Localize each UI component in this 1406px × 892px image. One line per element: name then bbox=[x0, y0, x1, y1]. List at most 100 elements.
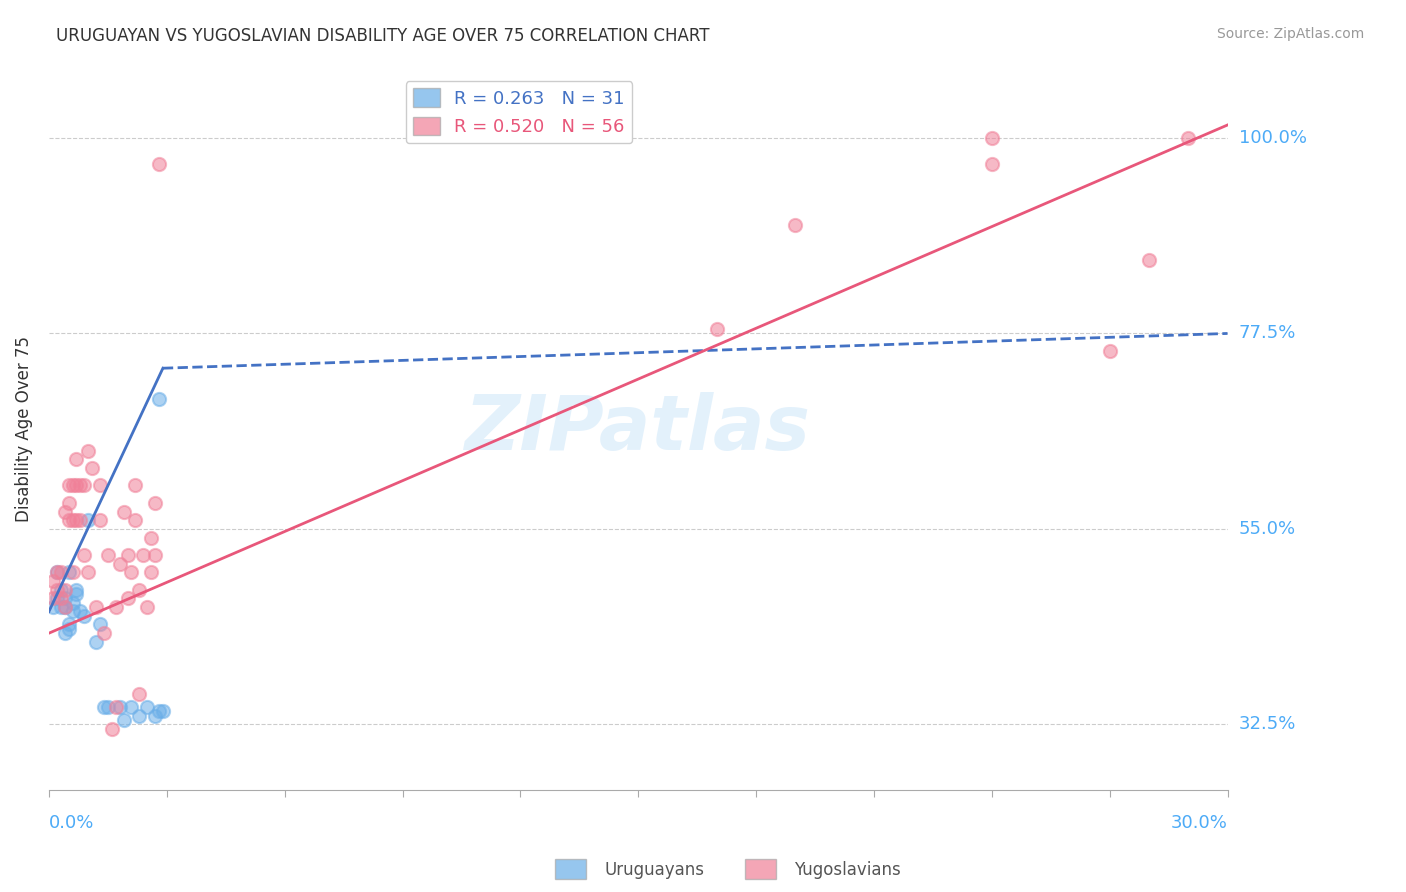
Point bbox=[53, 504, 76, 518]
Y-axis label: Disability Age Over 75: Disability Age Over 75 bbox=[15, 336, 32, 522]
Point bbox=[101, 722, 124, 736]
Point bbox=[124, 478, 146, 492]
Point bbox=[69, 478, 91, 492]
Point bbox=[42, 591, 65, 606]
Text: 55.0%: 55.0% bbox=[1239, 520, 1296, 538]
Point bbox=[69, 513, 91, 527]
Point bbox=[89, 617, 111, 632]
Point bbox=[62, 478, 84, 492]
Text: 0.0%: 0.0% bbox=[49, 814, 94, 832]
Point bbox=[77, 443, 100, 458]
Point bbox=[93, 626, 115, 640]
Point bbox=[139, 531, 162, 545]
Point bbox=[42, 574, 65, 588]
Point bbox=[53, 582, 76, 597]
Point bbox=[112, 713, 135, 727]
Text: Yugoslavians: Yugoslavians bbox=[794, 861, 901, 879]
Text: 100.0%: 100.0% bbox=[1239, 129, 1306, 147]
Point bbox=[49, 566, 72, 580]
Point bbox=[49, 591, 72, 606]
Point bbox=[73, 608, 96, 623]
Point bbox=[139, 566, 162, 580]
Point bbox=[53, 626, 76, 640]
Point bbox=[45, 566, 67, 580]
Point bbox=[706, 322, 728, 336]
Point bbox=[77, 566, 100, 580]
Point bbox=[65, 478, 87, 492]
Point bbox=[89, 513, 111, 527]
Point bbox=[82, 461, 104, 475]
Point bbox=[58, 478, 80, 492]
Point bbox=[143, 708, 166, 723]
Point bbox=[104, 600, 127, 615]
Point bbox=[77, 513, 100, 527]
Point bbox=[65, 582, 87, 597]
Point bbox=[53, 591, 76, 606]
Point bbox=[117, 548, 139, 562]
Point bbox=[84, 635, 107, 649]
Legend: R = 0.263   N = 31, R = 0.520   N = 56: R = 0.263 N = 31, R = 0.520 N = 56 bbox=[406, 81, 633, 144]
Point bbox=[128, 708, 150, 723]
Point bbox=[93, 700, 115, 714]
Point bbox=[65, 587, 87, 601]
Point bbox=[58, 496, 80, 510]
Point bbox=[65, 513, 87, 527]
Point bbox=[148, 392, 170, 406]
Point bbox=[62, 596, 84, 610]
Point bbox=[62, 566, 84, 580]
Text: Source: ZipAtlas.com: Source: ZipAtlas.com bbox=[1216, 27, 1364, 41]
Point bbox=[128, 687, 150, 701]
Point bbox=[58, 622, 80, 636]
Point bbox=[65, 452, 87, 467]
Text: 30.0%: 30.0% bbox=[1171, 814, 1227, 832]
Point bbox=[143, 496, 166, 510]
Text: ZIPatlas: ZIPatlas bbox=[465, 392, 811, 466]
Point bbox=[62, 604, 84, 618]
Text: 32.5%: 32.5% bbox=[1239, 715, 1296, 733]
Point bbox=[980, 157, 1002, 171]
Point bbox=[143, 548, 166, 562]
Text: URUGUAYAN VS YUGOSLAVIAN DISABILITY AGE OVER 75 CORRELATION CHART: URUGUAYAN VS YUGOSLAVIAN DISABILITY AGE … bbox=[56, 27, 710, 45]
Point bbox=[104, 700, 127, 714]
Point bbox=[97, 700, 120, 714]
Point bbox=[49, 582, 72, 597]
Point bbox=[148, 704, 170, 718]
Point bbox=[58, 566, 80, 580]
Point bbox=[136, 600, 159, 615]
Point bbox=[53, 600, 76, 615]
Text: 77.5%: 77.5% bbox=[1239, 325, 1296, 343]
Point bbox=[62, 513, 84, 527]
Point bbox=[42, 600, 65, 615]
Point bbox=[84, 600, 107, 615]
Point bbox=[121, 700, 143, 714]
Point bbox=[58, 617, 80, 632]
Point bbox=[1098, 343, 1121, 358]
Point bbox=[785, 218, 807, 232]
Point bbox=[89, 478, 111, 492]
Point bbox=[152, 704, 174, 718]
Point bbox=[73, 548, 96, 562]
Point bbox=[1137, 252, 1160, 267]
Point bbox=[49, 600, 72, 615]
Point bbox=[1177, 131, 1199, 145]
Point bbox=[108, 700, 131, 714]
Point bbox=[117, 591, 139, 606]
Point bbox=[108, 557, 131, 571]
Text: Uruguayans: Uruguayans bbox=[605, 861, 704, 879]
Point bbox=[124, 513, 146, 527]
Point bbox=[112, 504, 135, 518]
Point bbox=[980, 131, 1002, 145]
Point bbox=[45, 582, 67, 597]
Point bbox=[69, 604, 91, 618]
Point bbox=[128, 582, 150, 597]
Point bbox=[45, 566, 67, 580]
Point bbox=[97, 548, 120, 562]
Point bbox=[58, 513, 80, 527]
Point bbox=[53, 600, 76, 615]
Point bbox=[45, 591, 67, 606]
Point bbox=[136, 700, 159, 714]
Point bbox=[148, 157, 170, 171]
Point bbox=[132, 548, 155, 562]
Point bbox=[121, 566, 143, 580]
Point bbox=[73, 478, 96, 492]
